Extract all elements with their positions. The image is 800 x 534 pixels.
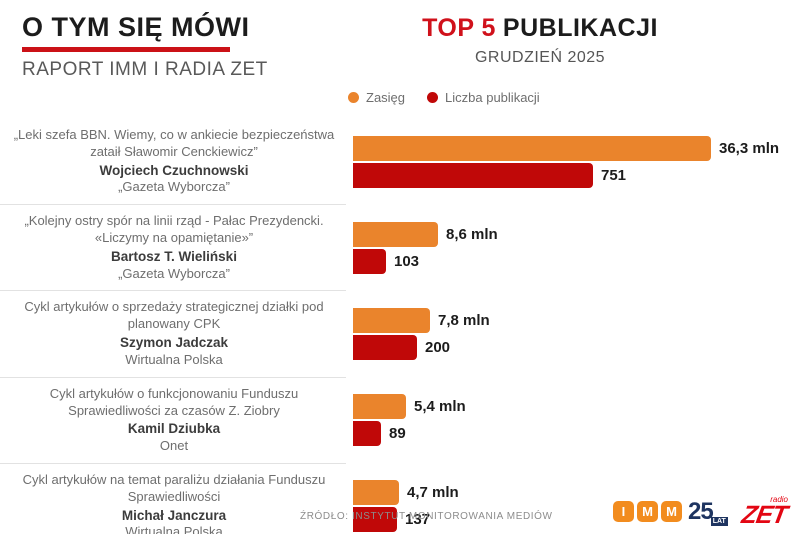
chart-header: TOP 5 PUBLIKACJI GRUDZIEŃ 2025: [370, 14, 710, 67]
chart-title: TOP 5 PUBLIKACJI: [370, 14, 710, 43]
imm-25-number: 25: [687, 497, 714, 525]
publications-value: 137: [405, 511, 431, 529]
entry-labels: Cykl artykułów o funkcjonowaniu Funduszu…: [0, 378, 348, 463]
publications-bar: [353, 248, 386, 274]
radio-zet-radio-label: radio: [770, 495, 788, 504]
entry-labels: „Kolejny ostry spór na linii rząd - Pała…: [0, 205, 348, 290]
bar-line: 89: [353, 421, 800, 447]
imm-letter-box: M: [660, 501, 682, 522]
row-separator: [0, 204, 346, 206]
row-separator: [0, 376, 346, 378]
entry-title: „Kolejny ostry spór na linii rząd - Pała…: [24, 213, 324, 246]
entry-outlet: „Gazeta Wyborcza”: [118, 179, 230, 195]
entry-row: Cykl artykułów na temat paraliżu działan…: [0, 464, 800, 534]
reach-value: 7,8 mln: [438, 312, 490, 330]
radio-zet-wordmark: ZET: [739, 501, 789, 529]
legend: Zasięg Liczba publikacji: [348, 90, 540, 105]
entry-author: Michał Janczura: [121, 507, 227, 523]
publications-bar: [353, 335, 417, 361]
brand-title: O TYM SIĘ MÓWI: [22, 12, 250, 42]
bar-line: 5,4 mln: [353, 394, 800, 420]
entry-title: Cykl artykułów o sprzedaży strategicznej…: [24, 299, 324, 332]
chart-title-rest: PUBLIKACJI: [502, 14, 658, 42]
entry-row: Cykl artykułów o sprzedaży strategicznej…: [0, 291, 800, 376]
entry-row: „Kolejny ostry spór na linii rząd - Pała…: [0, 205, 800, 290]
entry-author: Bartosz T. Wieliński: [111, 249, 237, 264]
chart-subtitle: GRUDZIEŃ 2025: [474, 49, 606, 66]
brand-subtitle: RAPORT IMM I RADIA ZET: [22, 59, 268, 80]
entry-labels: Cykl artykułów na temat paraliżu działan…: [0, 464, 348, 534]
brand-underline: [22, 47, 230, 52]
reach-legend-dot-icon: [348, 92, 359, 103]
entry-bars: 7,8 mln 200: [348, 302, 800, 366]
reach-bar: [353, 394, 406, 420]
publications-value: 103: [394, 252, 420, 270]
source-note: ŹRÓDŁO: INSTYTUT MONITOROWANIA MEDIÓW: [300, 511, 553, 522]
bar-line: 103: [353, 248, 800, 274]
bar-line: 200: [353, 335, 800, 361]
reach-value: 4,7 mln: [407, 484, 459, 502]
entry-title: „Leki szefa BBN. Wiemy, co w ankiecie be…: [13, 127, 335, 159]
publications-value: 89: [389, 425, 406, 443]
entry-outlet: Wirtualna Polska: [125, 351, 223, 367]
legend-item-reach: Zasięg: [348, 90, 405, 105]
entry-title: Cykl artykułów na temat paraliżu działan…: [22, 471, 326, 504]
row-separator: [0, 462, 346, 464]
reach-bar: [353, 308, 430, 334]
entry-row: Cykl artykułów o funkcjonowaniu Funduszu…: [0, 378, 800, 463]
brand-block: O TYM SIĘ MÓWI RAPORT IMM I RADIA ZET: [22, 12, 272, 81]
bar-line: 4,7 mln: [353, 480, 800, 506]
publications-value: 200: [425, 339, 451, 357]
radio-zet-logo: radio ZET: [739, 495, 789, 529]
reach-bar: [353, 221, 438, 247]
entry-outlet: Onet: [159, 437, 189, 453]
entry-labels: Cykl artykułów o sprzedaży strategicznej…: [0, 291, 348, 376]
entry-bars: 36,3 mln 751: [348, 130, 800, 194]
publications-value: 751: [601, 166, 627, 184]
imm-letter-box: I: [612, 501, 634, 522]
entry-bars: 4,7 mln 137: [348, 474, 800, 534]
bar-line: 7,8 mln: [353, 308, 800, 334]
row-separator: [0, 290, 346, 292]
publications-bar: [353, 421, 381, 447]
imm-lat-label: LAT: [710, 516, 728, 526]
bar-line: 137: [353, 507, 800, 533]
reach-bar: [353, 135, 711, 161]
entry-labels: „Leki szefa BBN. Wiemy, co w ankiecie be…: [0, 119, 348, 204]
reach-value: 8,6 mln: [446, 225, 498, 243]
legend-label-publications: Liczba publikacji: [445, 90, 540, 105]
legend-label-reach: Zasięg: [366, 90, 406, 105]
entry-author: Kamil Dziubka: [127, 421, 221, 437]
entry-bars: 8,6 mln 103: [348, 216, 800, 280]
entry-outlet: „Gazeta Wyborcza”: [118, 265, 230, 281]
reach-value: 36,3 mln: [719, 139, 780, 157]
chart-title-accent: TOP 5: [422, 14, 496, 42]
imm-25-lat-badge: 25 LAT: [688, 498, 728, 526]
footer-logos: I M M 25 LAT radio ZET: [612, 495, 789, 529]
entry-author: Wojciech Czuchnowski: [99, 162, 249, 178]
bar-line: 8,6 mln: [353, 221, 800, 247]
reach-value: 5,4 mln: [414, 398, 466, 416]
publications-bar: [353, 162, 593, 188]
entry-row: „Leki szefa BBN. Wiemy, co w ankiecie be…: [0, 119, 800, 204]
entry-outlet: Wirtualna Polska: [125, 524, 223, 534]
entry-author: Szymon Jadczak: [119, 335, 229, 351]
publications-bar: [353, 507, 397, 533]
publications-legend-dot-icon: [427, 92, 439, 103]
entry-title: Cykl artykułów o funkcjonowaniu Funduszu…: [49, 385, 299, 418]
bar-line: 36,3 mln: [353, 135, 800, 161]
entry-bars: 5,4 mln 89: [348, 388, 800, 452]
bar-line: 751: [353, 162, 800, 188]
legend-item-publications: Liczba publikacji: [427, 90, 540, 105]
chart-rows: „Leki szefa BBN. Wiemy, co w ankiecie be…: [0, 119, 800, 534]
imm-letter-box: M: [636, 501, 658, 522]
imm-logo: I M M 25 LAT: [612, 498, 728, 526]
reach-bar: [353, 480, 399, 506]
